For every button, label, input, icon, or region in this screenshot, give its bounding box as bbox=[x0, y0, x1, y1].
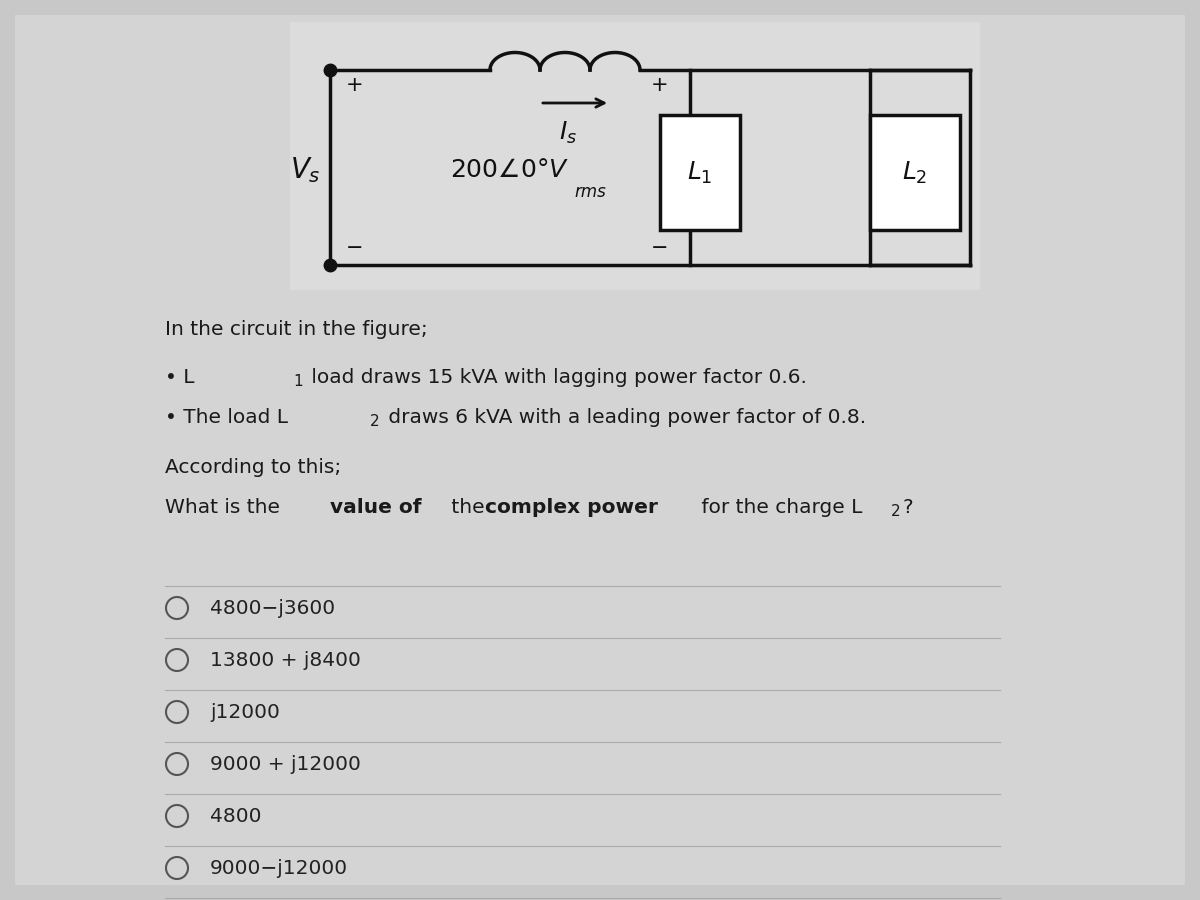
Text: j12000: j12000 bbox=[210, 703, 280, 722]
Text: $L_2$: $L_2$ bbox=[902, 159, 928, 185]
Text: • The load L: • The load L bbox=[166, 408, 288, 427]
Text: the: the bbox=[445, 498, 491, 517]
Text: −: − bbox=[347, 238, 364, 258]
Text: 2: 2 bbox=[890, 504, 901, 519]
Text: +: + bbox=[652, 75, 668, 95]
Text: complex power: complex power bbox=[485, 498, 658, 517]
Text: What is the: What is the bbox=[166, 498, 287, 517]
Text: In the circuit in the figure;: In the circuit in the figure; bbox=[166, 320, 427, 339]
Text: +: + bbox=[346, 75, 364, 95]
Bar bbox=[290, 22, 980, 290]
Text: $L_1$: $L_1$ bbox=[688, 159, 713, 185]
Text: 9000 + j12000: 9000 + j12000 bbox=[210, 754, 361, 773]
Text: 9000−j12000: 9000−j12000 bbox=[210, 859, 348, 877]
FancyBboxPatch shape bbox=[14, 15, 1186, 885]
Text: According to this;: According to this; bbox=[166, 458, 341, 477]
Text: 13800 + j8400: 13800 + j8400 bbox=[210, 651, 361, 670]
Text: value of: value of bbox=[330, 498, 421, 517]
Text: 4800−j3600: 4800−j3600 bbox=[210, 598, 335, 617]
Text: ?: ? bbox=[902, 498, 913, 517]
Text: for the charge L: for the charge L bbox=[695, 498, 863, 517]
Text: load draws 15 kVA with lagging power factor 0.6.: load draws 15 kVA with lagging power fac… bbox=[305, 368, 806, 387]
Text: • L: • L bbox=[166, 368, 194, 387]
Text: $200\angle0°V$: $200\angle0°V$ bbox=[450, 158, 570, 182]
Text: 1: 1 bbox=[293, 374, 302, 389]
Bar bbox=[870, 115, 960, 230]
Text: draws 6 kVA with a leading power factor of 0.8.: draws 6 kVA with a leading power factor … bbox=[382, 408, 866, 427]
Text: $V_s$: $V_s$ bbox=[289, 155, 320, 184]
Text: $I_s$: $I_s$ bbox=[559, 120, 577, 146]
Bar bbox=[660, 115, 740, 230]
Text: −: − bbox=[652, 238, 668, 258]
Text: 4800: 4800 bbox=[210, 806, 262, 825]
Text: 2: 2 bbox=[370, 414, 379, 429]
Text: rms: rms bbox=[574, 183, 606, 201]
